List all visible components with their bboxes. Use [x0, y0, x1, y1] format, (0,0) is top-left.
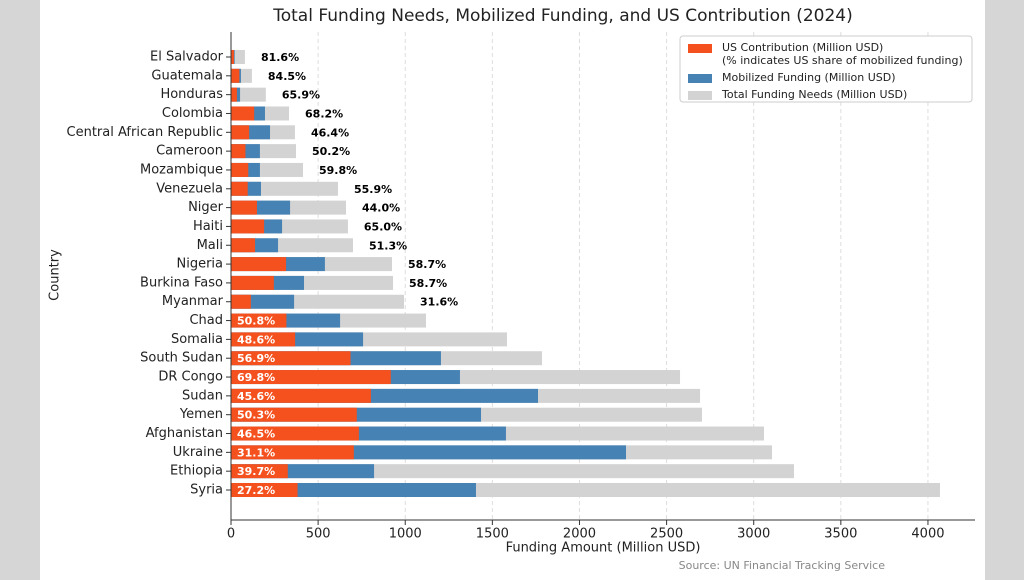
- x-axis-label: Funding Amount (Million USD): [506, 541, 701, 556]
- share-label: 50.8%: [237, 315, 275, 328]
- y-axis-label: Country: [48, 249, 63, 301]
- legend-swatch: [688, 44, 712, 53]
- x-tick-label: 1000: [389, 527, 422, 542]
- y-tick-label: Yemen: [179, 407, 223, 422]
- share-label: 68.2%: [305, 107, 343, 120]
- y-tick-label: Mozambique: [140, 162, 223, 177]
- bar: [231, 370, 391, 385]
- y-tick-label: El Salvador: [150, 50, 224, 65]
- share-label: 56.9%: [237, 352, 275, 365]
- share-label: 48.6%: [237, 333, 275, 346]
- y-tick-label: Cameroon: [156, 144, 223, 159]
- share-label: 31.6%: [420, 296, 458, 309]
- legend-swatch: [688, 91, 712, 100]
- share-label: 58.7%: [409, 277, 447, 290]
- source-note: Source: UN Financial Tracking Service: [679, 559, 886, 572]
- x-tick-label: 3500: [824, 527, 857, 542]
- share-label: 50.2%: [312, 145, 350, 158]
- share-label: 27.2%: [237, 484, 275, 497]
- y-tick-label: Haiti: [193, 219, 223, 234]
- y-tick-label: Nigeria: [176, 257, 223, 272]
- legend-label: Total Funding Needs (Million USD): [721, 88, 907, 101]
- bar: [231, 144, 246, 159]
- share-label: 31.1%: [237, 446, 275, 459]
- bar: [231, 87, 237, 102]
- share-label: 69.8%: [237, 371, 275, 384]
- share-label: 51.3%: [369, 239, 407, 252]
- share-label: 50.3%: [237, 409, 275, 422]
- x-tick-label: 3000: [737, 527, 770, 542]
- share-label: 84.5%: [268, 70, 306, 83]
- x-tick-label: 4000: [911, 527, 944, 542]
- legend-label: US Contribution (Million USD): [722, 41, 883, 54]
- bar: [231, 407, 357, 422]
- y-tick-label: Afghanistan: [146, 426, 223, 441]
- y-tick-label: Mali: [197, 238, 223, 253]
- x-tick-label: 1500: [476, 527, 509, 542]
- y-tick-label: Somalia: [171, 332, 223, 347]
- bar: [231, 313, 287, 328]
- y-tick-label: Ukraine: [173, 445, 223, 460]
- share-label: 65.0%: [364, 220, 402, 233]
- bar: [231, 219, 265, 234]
- y-tick-label: Sudan: [182, 388, 223, 403]
- y-tick-label: Ethiopia: [170, 464, 223, 479]
- x-tick-label: 2500: [650, 527, 683, 542]
- bar: [231, 200, 257, 215]
- share-label: 46.5%: [237, 428, 275, 441]
- y-tick-label: Honduras: [160, 87, 223, 102]
- y-tick-label: Myanmar: [162, 294, 224, 309]
- share-label: 44.0%: [362, 202, 400, 215]
- y-tick-label: Burkina Faso: [140, 275, 223, 290]
- bar: [231, 106, 255, 121]
- chart: Total Funding Needs, Mobilized Funding, …: [40, 0, 985, 580]
- share-label: 46.4%: [311, 126, 349, 139]
- bar: [231, 483, 298, 497]
- chart-title: Total Funding Needs, Mobilized Funding, …: [272, 6, 852, 26]
- legend-box: [679, 35, 973, 103]
- legend-label: Mobilized Funding (Million USD): [722, 71, 896, 84]
- y-tick-label: DR Congo: [158, 370, 223, 385]
- share-label: 55.9%: [354, 183, 392, 196]
- y-tick-label: Chad: [189, 313, 223, 328]
- bar: [231, 445, 354, 460]
- y-tick-label: Colombia: [162, 106, 223, 121]
- y-tick-label: Venezuela: [156, 181, 223, 196]
- bar: [231, 388, 371, 403]
- bar: [231, 464, 288, 479]
- bar: [231, 68, 240, 83]
- bar: [231, 275, 274, 290]
- legend-swatch: [688, 74, 712, 83]
- bar: [231, 351, 351, 366]
- y-tick-label: Niger: [188, 200, 224, 215]
- bar: [231, 50, 234, 64]
- y-tick-label: Syria: [190, 483, 223, 498]
- y-tick-label: Guatemala: [151, 68, 223, 83]
- bar: [231, 257, 287, 272]
- x-tick-label: 0: [227, 527, 235, 542]
- bar: [231, 426, 359, 441]
- share-label: 58.7%: [408, 258, 446, 271]
- y-tick-label: South Sudan: [140, 351, 223, 366]
- share-label: 45.6%: [237, 390, 275, 403]
- share-label: 65.9%: [282, 89, 320, 102]
- share-label: 39.7%: [237, 465, 275, 478]
- x-tick-label: 500: [306, 527, 331, 542]
- bar: [231, 332, 296, 347]
- bar: [231, 162, 249, 177]
- share-label: 59.8%: [319, 164, 357, 177]
- legend-note: (% indicates US share of mobilized fundi…: [722, 54, 963, 67]
- x-tick-label: 2000: [563, 527, 596, 542]
- y-tick-label: Central African Republic: [67, 125, 223, 140]
- bar: [231, 181, 248, 196]
- bar: [231, 238, 256, 253]
- bar: [231, 125, 250, 140]
- bar: [231, 294, 251, 309]
- share-label: 81.6%: [261, 51, 299, 64]
